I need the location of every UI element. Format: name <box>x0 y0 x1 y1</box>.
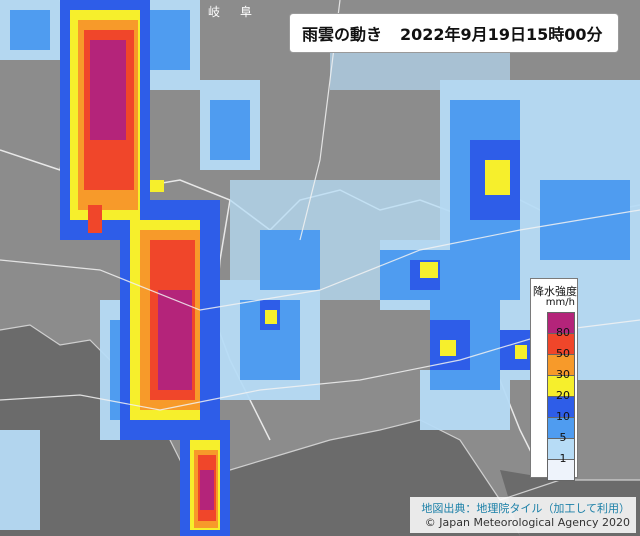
forecast-datetime: 2022年9月19日15時00分 <box>400 25 603 44</box>
legend-label: 20 <box>556 389 570 402</box>
legend-label: 50 <box>556 347 570 360</box>
rain-magenta <box>90 40 214 510</box>
credit-box: 地図出典：地理院タイル（加工して利用） © Japan Meteorologic… <box>410 497 636 533</box>
map-label: 阜 <box>240 5 252 19</box>
map-source: 地図出典：地理院タイル（加工して利用） <box>421 502 630 515</box>
copyright: © Japan Meteorological Agency 2020 <box>424 516 630 529</box>
title-box: 雨雲の動き 2022年9月19日15時00分 <box>289 13 619 53</box>
legend-label: 5 <box>559 431 567 444</box>
map-title: 雨雲の動き <box>302 25 383 44</box>
legend-label: 10 <box>556 410 570 423</box>
precipitation-legend: 降水強度 mm/h 80 50 30 20 10 5 1 <box>530 278 578 481</box>
legend-scale <box>547 312 575 481</box>
legend-unit: mm/h <box>545 297 575 308</box>
legend-label: 1 <box>559 452 567 465</box>
legend-title: 降水強度 <box>533 285 577 298</box>
map-label: 岐 <box>208 5 220 19</box>
legend-label: 80 <box>556 326 570 339</box>
legend-swatch <box>547 459 575 481</box>
legend-label: 30 <box>556 368 570 381</box>
